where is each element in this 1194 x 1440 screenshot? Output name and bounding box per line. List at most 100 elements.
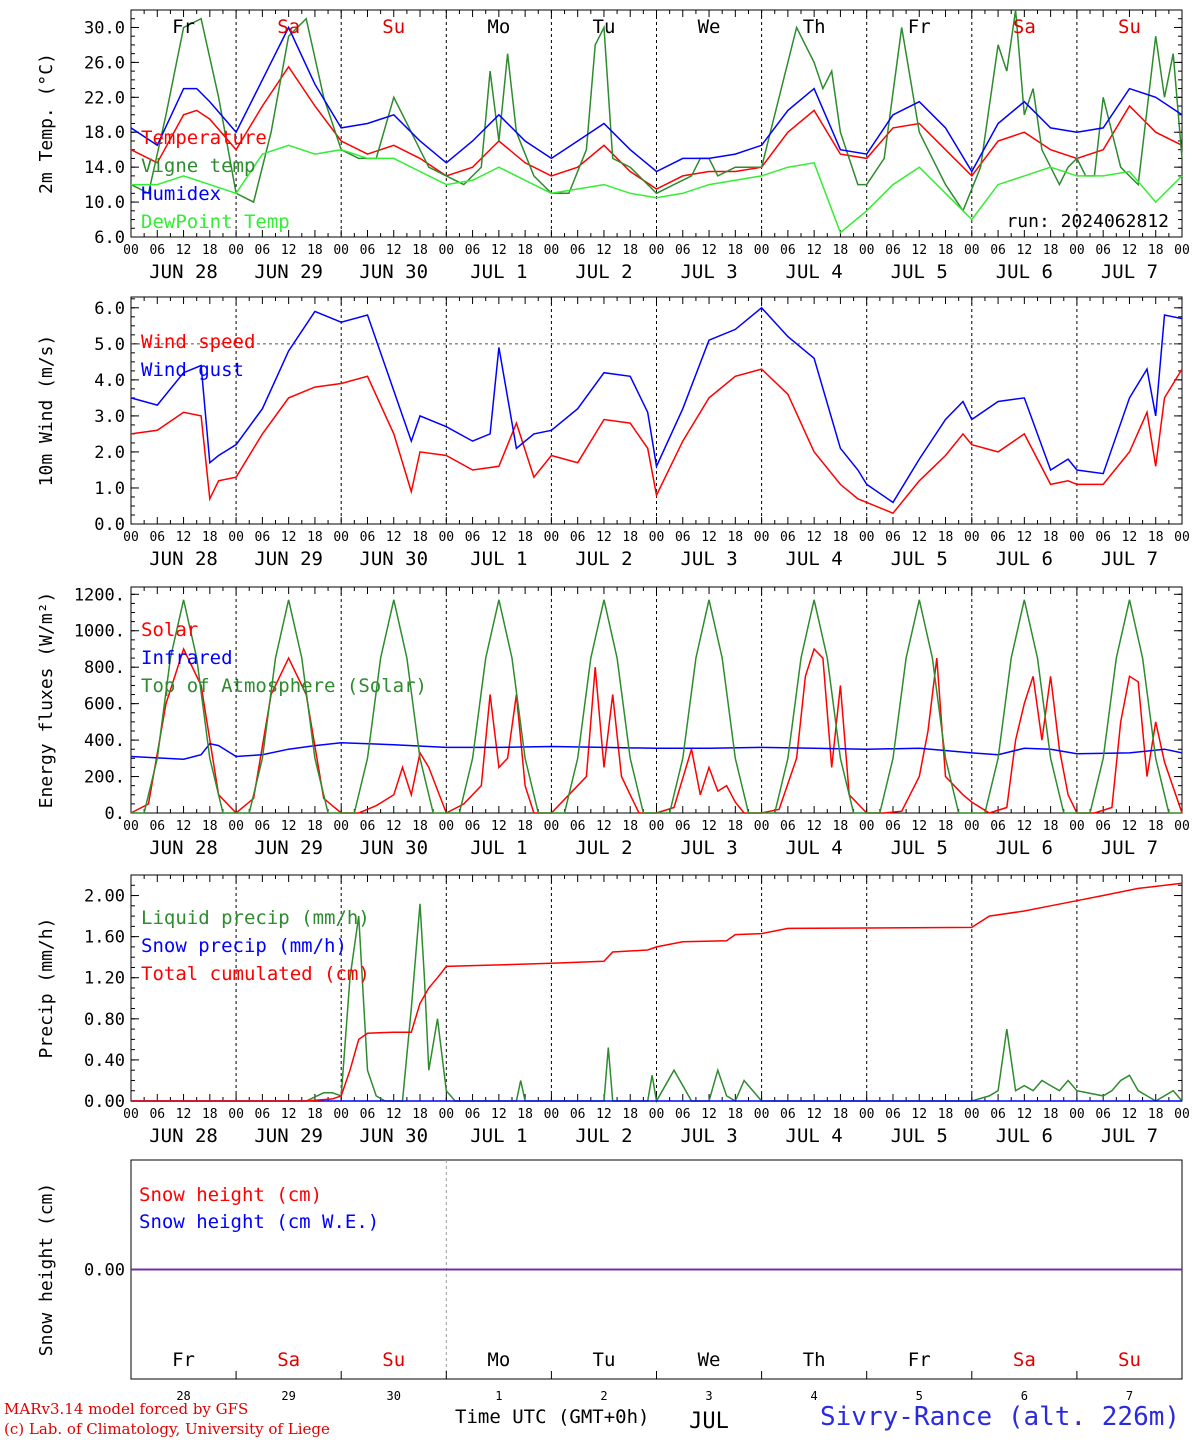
date-label: JUN 28 xyxy=(149,837,218,859)
hour-tick-label: 12 xyxy=(806,1107,822,1122)
date-label: JUL 3 xyxy=(680,837,737,859)
weekday-label: Su xyxy=(1118,1349,1141,1371)
hour-tick-label: 12 xyxy=(176,243,192,258)
hour-tick-label: 12 xyxy=(176,530,192,545)
hour-tick-label: 06 xyxy=(255,530,271,545)
legend-entry: Humidex xyxy=(141,183,221,205)
y-tick-label: 2.0 xyxy=(94,443,125,463)
y-tick-label: 1.60 xyxy=(84,928,125,948)
hour-tick-label: 18 xyxy=(727,1107,743,1122)
hour-tick-label: 06 xyxy=(149,1107,165,1122)
hour-tick-label: 18 xyxy=(517,819,533,834)
day-number-label: 1 xyxy=(495,1389,502,1403)
hour-tick-label: 00 xyxy=(544,1107,560,1122)
date-label: JUL 4 xyxy=(786,548,843,570)
hour-tick-label: 00 xyxy=(754,243,770,258)
y-tick-label: 1000. xyxy=(74,622,125,642)
hour-tick-label: 06 xyxy=(990,1107,1006,1122)
legend-entry: Solar xyxy=(141,619,198,641)
model-credit: MARv3.14 model forced by GFS xyxy=(4,1400,249,1418)
series-line xyxy=(131,144,1183,234)
date-label: JUL 6 xyxy=(996,1125,1053,1147)
legend-entry: Top of Atmosphere (Solar) xyxy=(141,675,427,697)
y-tick-label: 0.00 xyxy=(84,1261,125,1281)
hour-tick-label: 12 xyxy=(1122,1107,1138,1122)
weekday-label: Su xyxy=(382,16,405,38)
hour-tick-label: 18 xyxy=(622,1107,638,1122)
hour-tick-label: 12 xyxy=(701,819,717,834)
hour-tick-label: 12 xyxy=(911,243,927,258)
series-line xyxy=(130,306,1183,504)
y-tick-label: 400. xyxy=(84,731,125,751)
date-label: JUL 3 xyxy=(680,1125,737,1147)
date-label: JUN 29 xyxy=(254,261,323,283)
y-tick-label: 26.0 xyxy=(84,53,125,73)
hour-tick-label: 00 xyxy=(1069,243,1085,258)
hour-tick-label: 18 xyxy=(517,530,533,545)
hour-tick-label: 18 xyxy=(202,1107,218,1122)
hour-tick-label: 12 xyxy=(806,530,822,545)
hour-tick-label: 12 xyxy=(1017,530,1033,545)
hour-tick-label: 06 xyxy=(360,530,376,545)
y-tick-label: 30.0 xyxy=(84,18,125,38)
hour-tick-label: 18 xyxy=(622,243,638,258)
hour-tick-label: 06 xyxy=(149,243,165,258)
hour-tick-label: 06 xyxy=(990,819,1006,834)
hour-tick-label: 00 xyxy=(754,819,770,834)
hour-tick-label: 00 xyxy=(123,1107,139,1122)
hour-tick-label: 06 xyxy=(675,530,691,545)
hour-tick-label: 00 xyxy=(333,530,349,545)
hour-tick-label: 12 xyxy=(596,530,612,545)
hour-tick-label: 18 xyxy=(938,530,954,545)
hour-tick-label: 06 xyxy=(360,1107,376,1122)
hour-tick-label: 06 xyxy=(780,819,796,834)
y-tick-label: 0.00 xyxy=(84,1092,125,1112)
hour-tick-label: 06 xyxy=(1095,530,1111,545)
y-tick-label: 4.0 xyxy=(94,371,125,391)
hour-tick-label: 18 xyxy=(1043,530,1059,545)
hour-tick-label: 18 xyxy=(1043,819,1059,834)
hour-tick-label: 00 xyxy=(1174,1107,1190,1122)
legend-entry: Total cumulated (cm) xyxy=(141,963,370,985)
hour-tick-label: 06 xyxy=(360,243,376,258)
date-label: JUL 7 xyxy=(1101,261,1158,283)
hour-tick-label: 18 xyxy=(412,819,428,834)
hour-tick-label: 00 xyxy=(1174,819,1190,834)
hour-tick-label: 06 xyxy=(255,1107,271,1122)
weekday-label: We xyxy=(698,16,721,38)
hour-tick-label: 18 xyxy=(412,1107,428,1122)
hour-tick-label: 12 xyxy=(911,1107,927,1122)
weekday-label: Th xyxy=(803,1349,826,1371)
hour-tick-label: 00 xyxy=(333,819,349,834)
y-tick-label: 22.0 xyxy=(84,88,125,108)
hour-tick-label: 00 xyxy=(544,243,560,258)
y-tick-label: 1.20 xyxy=(84,969,125,989)
date-label: JUN 29 xyxy=(254,1125,323,1147)
wind-panel: 0.0 1.0 2.0 3.0 4.0 5.0 6.0 10m Wind (m/s) 00 06 1… xyxy=(36,296,1190,570)
hour-tick-label: 00 xyxy=(544,819,560,834)
hour-tick-label: 06 xyxy=(675,819,691,834)
hour-tick-label: 18 xyxy=(202,530,218,545)
date-label: JUN 28 xyxy=(149,261,218,283)
hour-tick-label: 12 xyxy=(1017,819,1033,834)
date-label: JUL 7 xyxy=(1101,837,1158,859)
weekday-label: Fr xyxy=(908,1349,931,1371)
series-line xyxy=(130,742,1183,760)
hour-tick-label: 06 xyxy=(570,1107,586,1122)
y-tick-label: 800. xyxy=(84,658,125,678)
weekday-label: Mo xyxy=(487,16,510,38)
hour-tick-label: 00 xyxy=(859,530,875,545)
date-label: JUL 2 xyxy=(575,261,632,283)
series-line xyxy=(131,882,1183,1102)
legend-entry: Wind speed xyxy=(141,331,255,353)
hour-tick-label: 00 xyxy=(1174,243,1190,258)
legend-entry: DewPoint Temp xyxy=(141,211,290,233)
hour-tick-label: 18 xyxy=(1043,1107,1059,1122)
station-name: Sivry-Rance (alt. 226m) xyxy=(820,1402,1181,1432)
hour-tick-label: 00 xyxy=(964,819,980,834)
hour-tick-label: 12 xyxy=(701,1107,717,1122)
hour-tick-label: 06 xyxy=(570,530,586,545)
hour-tick-label: 12 xyxy=(1017,243,1033,258)
hour-tick-label: 06 xyxy=(465,530,481,545)
date-label: JUL 2 xyxy=(575,548,632,570)
